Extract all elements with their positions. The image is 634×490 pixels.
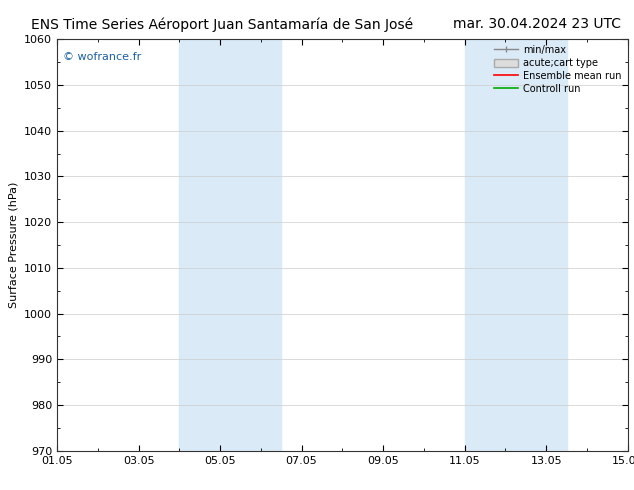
Bar bbox=[505, 39, 567, 451]
Text: mar. 30.04.2024 23 UTC: mar. 30.04.2024 23 UTC bbox=[453, 17, 621, 31]
Bar bbox=[220, 39, 281, 451]
Bar bbox=[179, 39, 220, 451]
Bar bbox=[465, 39, 505, 451]
Legend: min/max, acute;cart type, Ensemble mean run, Controll run: min/max, acute;cart type, Ensemble mean … bbox=[490, 41, 626, 98]
Text: ENS Time Series Aéroport Juan Santamaría de San José: ENS Time Series Aéroport Juan Santamaría… bbox=[31, 17, 413, 32]
Y-axis label: Surface Pressure (hPa): Surface Pressure (hPa) bbox=[8, 182, 18, 308]
Text: © wofrance.fr: © wofrance.fr bbox=[63, 51, 141, 62]
